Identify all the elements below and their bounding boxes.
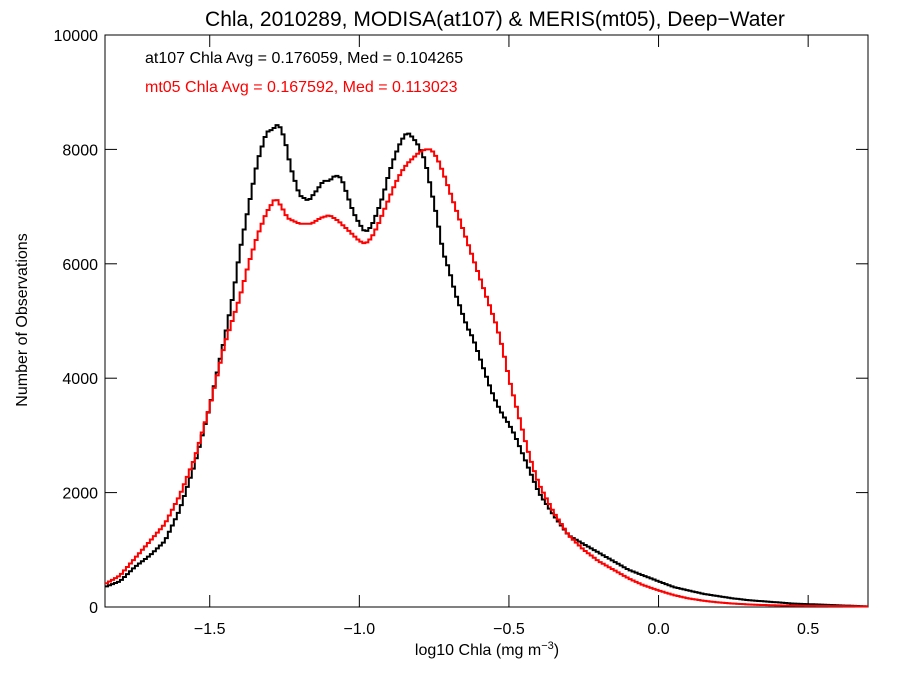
plot-frame [104, 34, 869, 608]
y-tick-label: 2000 [62, 486, 98, 503]
x-tick-label: −1.0 [344, 621, 376, 638]
y-tick-label: 4000 [62, 371, 98, 388]
x-tick-label: −0.5 [493, 621, 525, 638]
y-tick-label: 10000 [54, 28, 99, 45]
x-tick-label: 0.0 [647, 621, 669, 638]
x-axis-label-superscript: −3 [541, 640, 554, 652]
x-axis-label: log10 Chla (mg m−3) [415, 640, 559, 659]
annotation-at107: at107 Chla Avg = 0.176059, Med = 0.10426… [145, 50, 463, 67]
y-tick-label: 8000 [62, 142, 98, 159]
series-layer [105, 124, 868, 608]
series-line [105, 124, 868, 608]
x-tick-label: 0.5 [797, 621, 819, 638]
x-axis-ticks: −1.5 −1.0 −0.5 0.0 0.5 [194, 35, 819, 638]
y-axis-ticks: 0 2000 4000 6000 8000 10000 [54, 28, 868, 617]
x-tick-label: −1.5 [194, 621, 226, 638]
y-axis-label: Number of Observations [14, 233, 31, 406]
y-tick-label: 6000 [62, 257, 98, 274]
annotation-mt05: mt05 Chla Avg = 0.167592, Med = 0.113023 [145, 79, 458, 96]
series-line [105, 148, 868, 608]
chart-title: Chla, 2010289, MODISA(at107) & MERIS(mt0… [205, 8, 785, 31]
x-axis-label-close: ) [554, 642, 559, 659]
y-tick-label: 0 [89, 600, 98, 617]
x-axis-label-main: log10 Chla (mg m [415, 642, 541, 659]
